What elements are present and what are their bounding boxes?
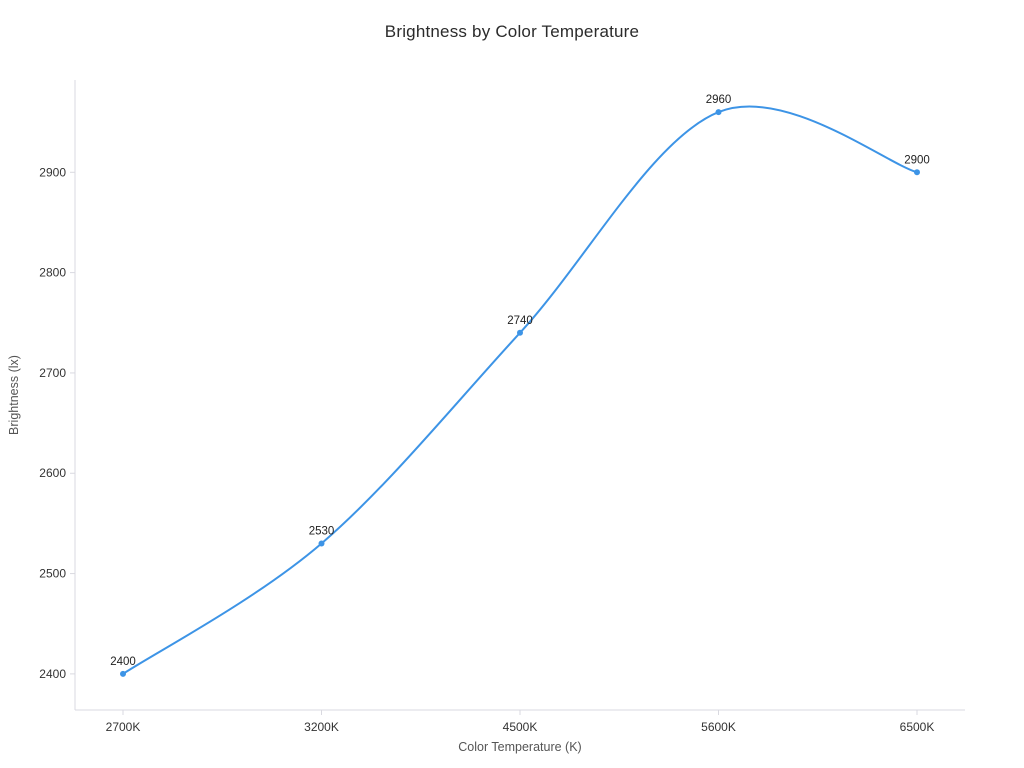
data-point bbox=[318, 540, 325, 547]
y-tick-label: 2400 bbox=[39, 667, 66, 681]
series-line bbox=[122, 105, 918, 675]
x-tick-label: 4500K bbox=[503, 720, 538, 734]
x-tick-label: 6500K bbox=[900, 720, 935, 734]
data-point-label: 2740 bbox=[507, 315, 533, 327]
data-point bbox=[715, 109, 722, 116]
data-point-label: 2900 bbox=[904, 154, 930, 166]
y-tick-label: 2900 bbox=[39, 165, 66, 179]
y-tick-label: 2800 bbox=[39, 266, 66, 280]
x-tick-label: 2700K bbox=[106, 720, 141, 734]
y-tick-label: 2600 bbox=[39, 466, 66, 480]
data-point bbox=[914, 169, 920, 176]
data-point-label: 2960 bbox=[706, 94, 732, 106]
data-point-label: 2530 bbox=[309, 525, 335, 537]
x-tick-label: 5600K bbox=[701, 720, 736, 734]
data-point bbox=[517, 329, 523, 336]
data-point bbox=[120, 670, 126, 677]
y-axis-title: Brightness (lx) bbox=[7, 355, 21, 435]
data-point-label: 2400 bbox=[110, 656, 136, 668]
x-tick-label: 3200K bbox=[304, 720, 339, 734]
chart-title: Brightness by Color Temperature bbox=[384, 22, 640, 41]
y-tick-label: 2500 bbox=[39, 567, 66, 581]
x-axis-title: Color Temperature (K) bbox=[458, 740, 581, 754]
y-tick-label: 2700 bbox=[39, 366, 66, 380]
